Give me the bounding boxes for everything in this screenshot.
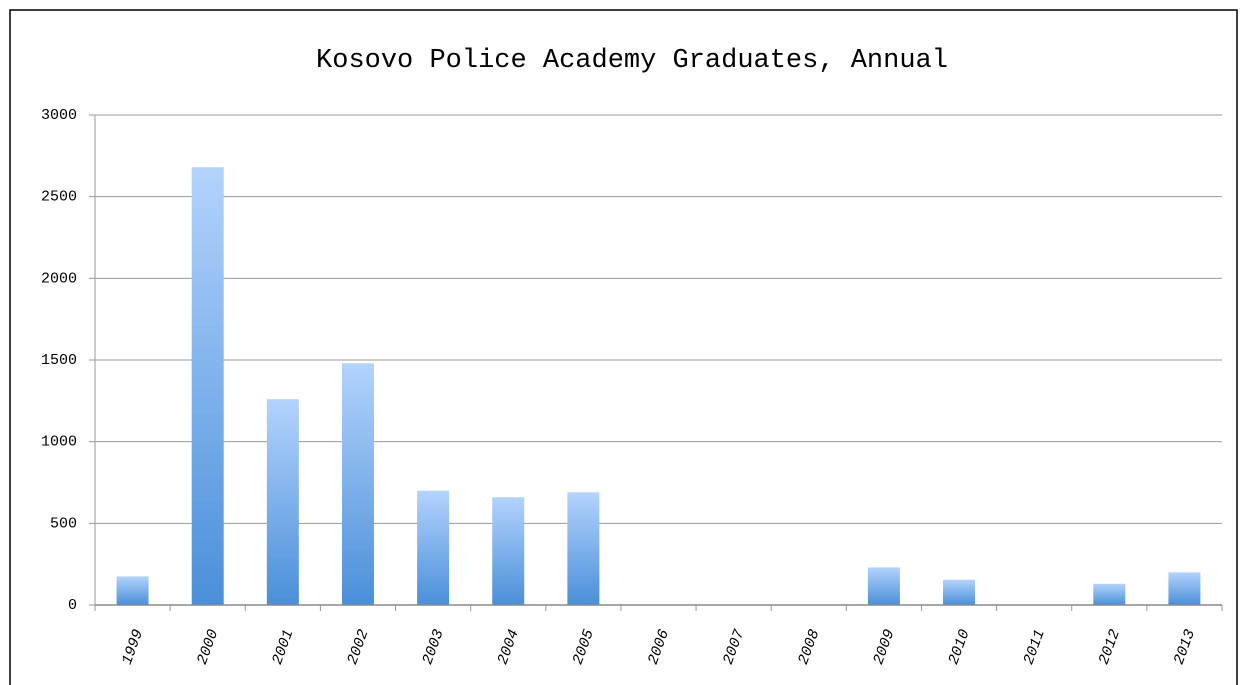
- bar: [567, 492, 600, 605]
- x-tick-label: 2008: [795, 627, 823, 667]
- bar: [1093, 583, 1126, 605]
- x-tick-label: 2013: [1171, 627, 1199, 667]
- bar: [943, 579, 976, 605]
- x-tick-label: 2005: [570, 627, 598, 667]
- bar: [266, 399, 299, 605]
- x-tick-label: 2012: [1096, 627, 1124, 667]
- bar: [191, 167, 224, 605]
- bar: [867, 567, 900, 605]
- x-tick-label: 2009: [870, 627, 898, 667]
- y-tick-label: 2000: [41, 270, 77, 287]
- x-tick-label: 2003: [419, 627, 447, 667]
- bar: [417, 490, 450, 605]
- x-tick-label: 2007: [720, 627, 748, 667]
- frame: [9, 9, 1238, 685]
- y-tick-label: 1000: [41, 434, 77, 451]
- x-tick-label: 2010: [945, 627, 973, 667]
- y-tick-label: 0: [68, 597, 77, 614]
- bar: [341, 363, 374, 605]
- bar: [1168, 572, 1201, 605]
- x-tick-label: 2001: [269, 627, 297, 667]
- x-tick-label: 2011: [1020, 627, 1048, 667]
- x-tick-label: 2006: [645, 627, 673, 667]
- x-tick-label: 2000: [194, 627, 222, 667]
- y-tick-label: 3000: [41, 107, 77, 124]
- x-tick-label: 1999: [119, 627, 147, 667]
- chart-title: Kosovo Police Academy Graduates, Annual: [316, 46, 948, 76]
- y-tick-label: 500: [50, 515, 77, 532]
- x-tick-label: 2004: [495, 627, 523, 667]
- y-tick-label: 1500: [41, 352, 77, 369]
- bar: [116, 576, 149, 605]
- bar: [492, 497, 525, 605]
- y-tick-label: 2500: [41, 189, 77, 206]
- x-tick-label: 2002: [344, 627, 372, 667]
